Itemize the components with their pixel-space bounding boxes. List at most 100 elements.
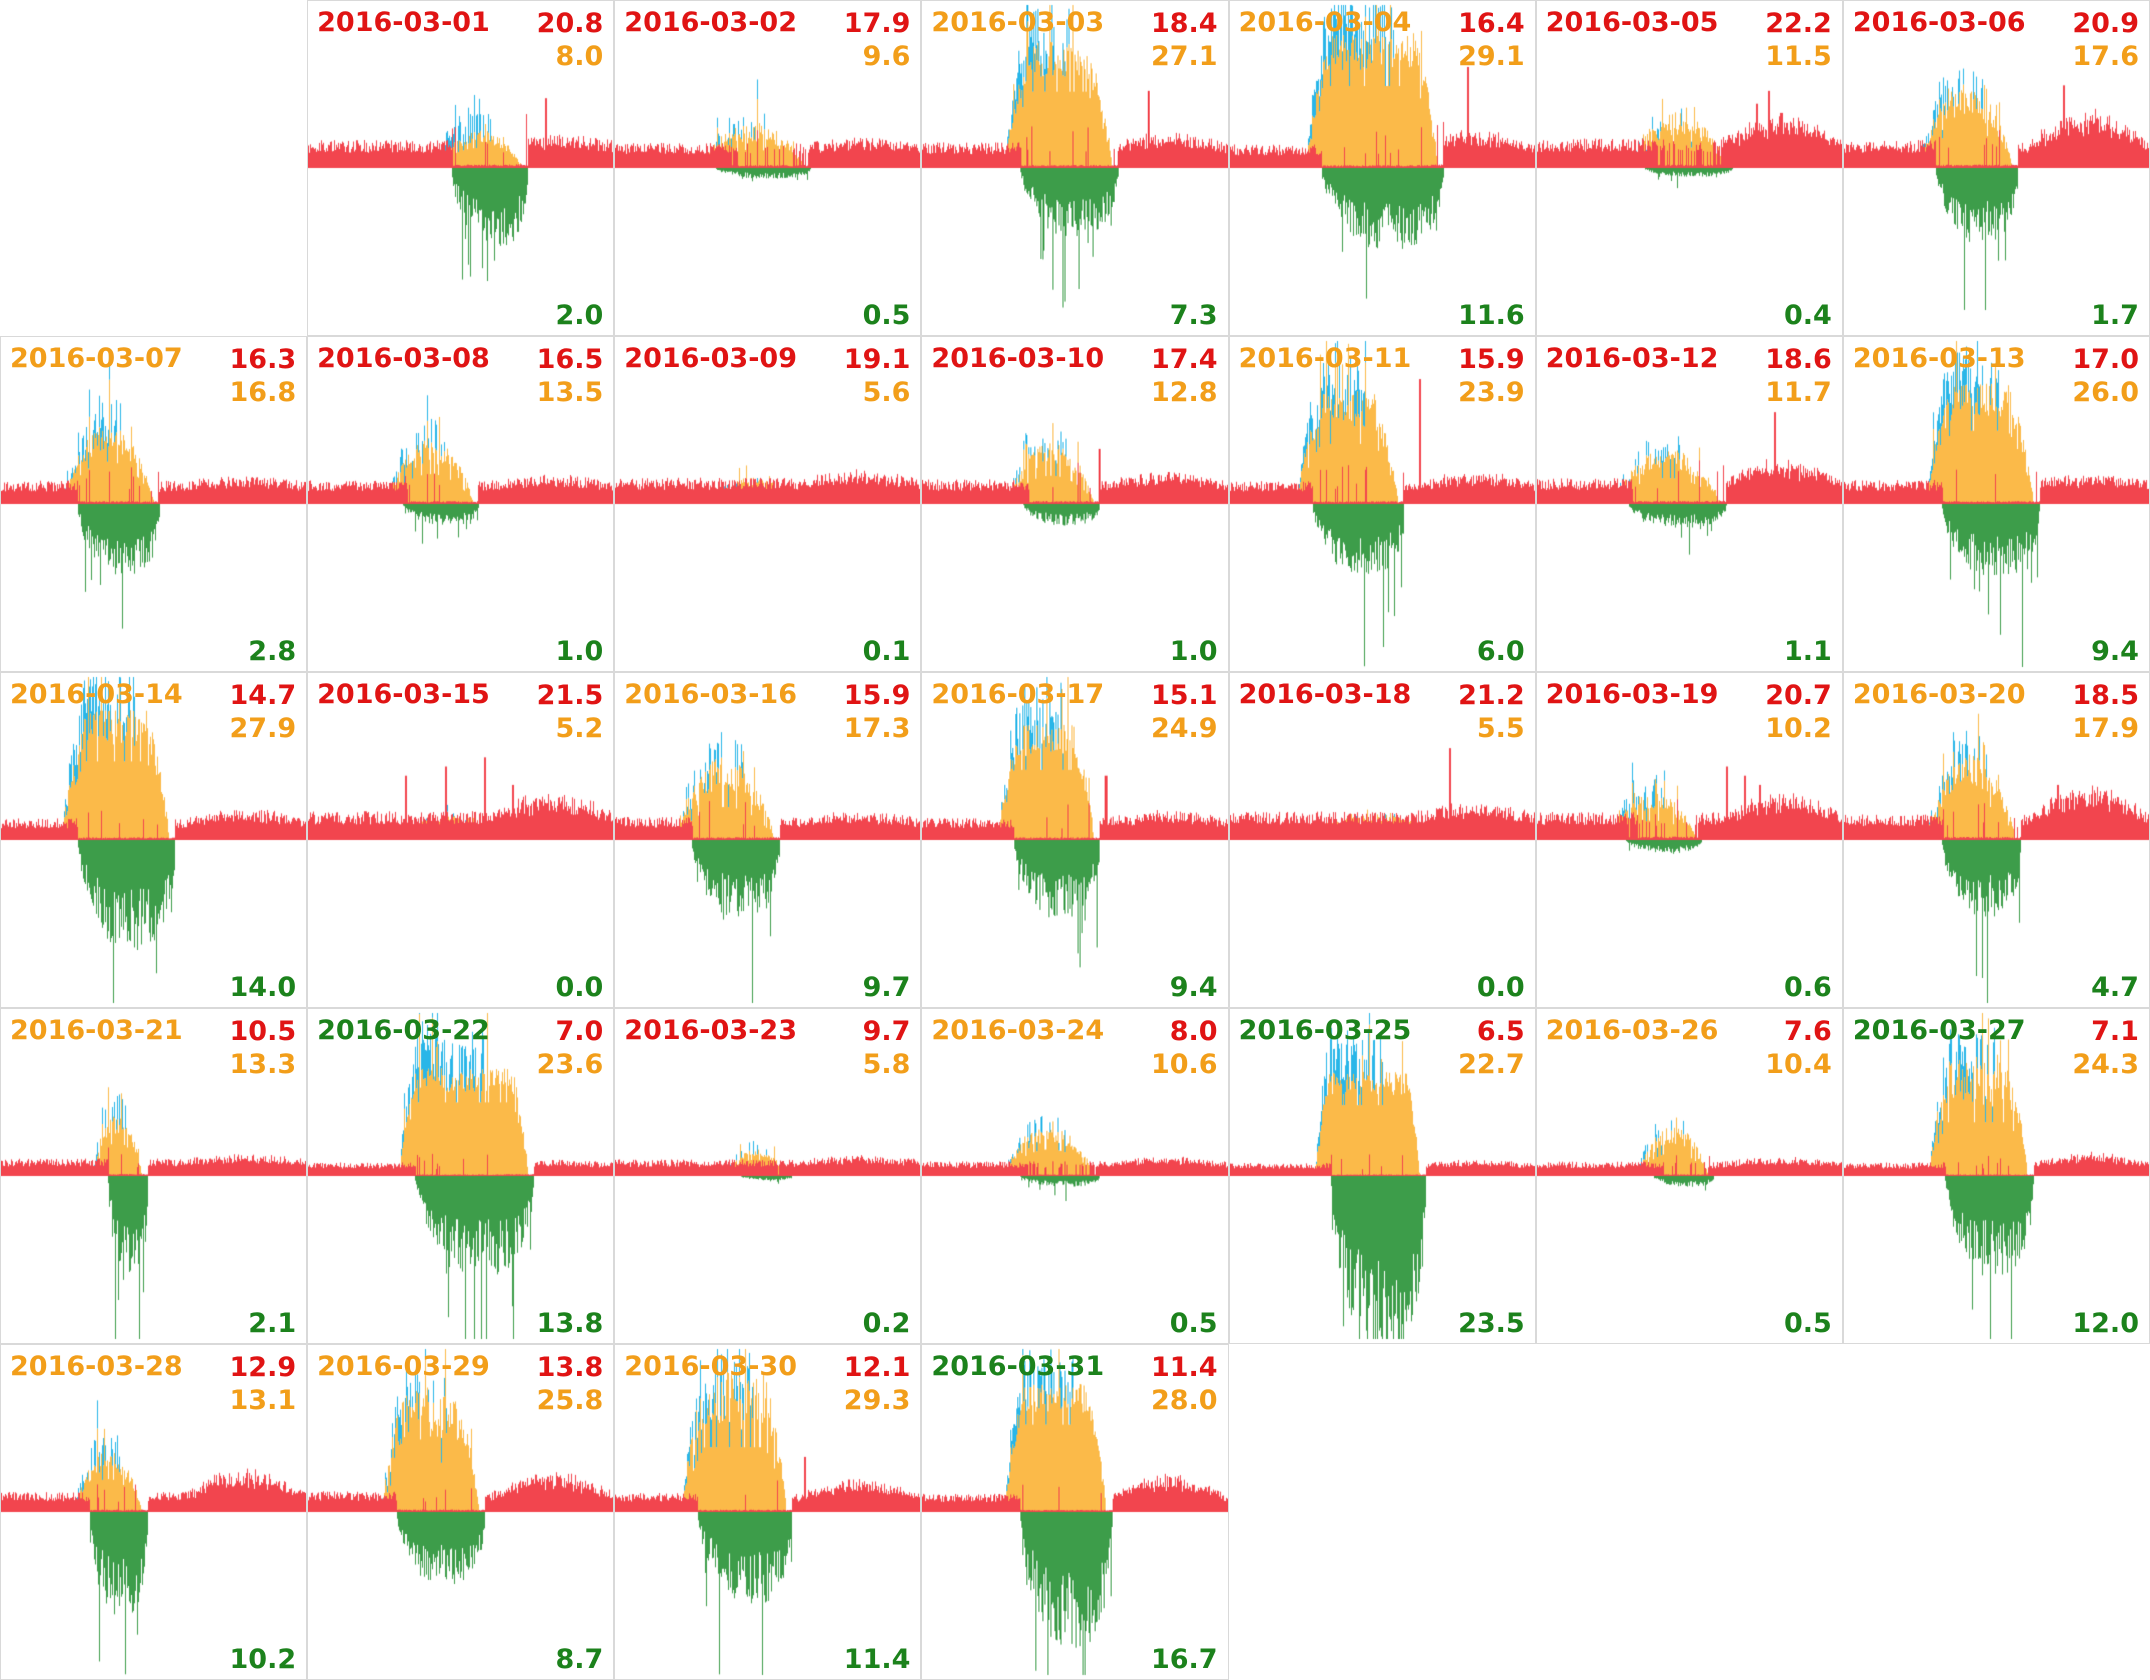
day-chart-canvas xyxy=(615,673,921,1007)
day-chart-canvas xyxy=(922,337,1228,671)
top-right-values: 9.7 5.8 xyxy=(863,1015,911,1081)
day-cell[interactable]: 2016-03-27 7.1 24.3 12.0 xyxy=(1842,1008,2150,1344)
value-bottom-green: 2.1 xyxy=(248,1308,297,1339)
day-cell[interactable]: 2016-03-10 17.4 12.8 1.0 xyxy=(921,336,1229,672)
value-mid-orange: 10.4 xyxy=(1765,1049,1832,1080)
value-bottom-green: 0.1 xyxy=(862,636,911,667)
value-mid-orange: 17.3 xyxy=(843,713,911,744)
empty-cell xyxy=(1535,1344,1843,1680)
value-mid-orange: 28.0 xyxy=(1150,1385,1218,1416)
value-mid-orange: 26.0 xyxy=(2072,377,2139,408)
day-cell[interactable]: 2016-03-02 17.9 9.6 0.5 xyxy=(614,0,922,336)
day-chart-canvas xyxy=(922,673,1228,1007)
value-bottom-green: 10.2 xyxy=(229,1644,297,1675)
day-cell[interactable]: 2016-03-23 9.7 5.8 0.2 xyxy=(614,1008,922,1344)
day-cell[interactable]: 2016-03-22 7.0 23.6 13.8 xyxy=(307,1008,615,1344)
date-label: 2016-03-09 xyxy=(624,343,797,374)
value-top-red: 18.4 xyxy=(1150,8,1218,39)
value-mid-orange: 17.9 xyxy=(2072,713,2139,744)
value-top-red: 7.6 xyxy=(1784,1016,1832,1047)
top-right-values: 12.1 29.3 xyxy=(844,1351,911,1417)
day-cell[interactable]: 2016-03-30 12.1 29.3 11.4 xyxy=(614,1344,922,1680)
day-cell[interactable]: 2016-03-21 10.5 13.3 2.1 xyxy=(0,1008,308,1344)
value-top-red: 12.1 xyxy=(843,1352,911,1383)
date-label: 2016-03-22 xyxy=(317,1015,490,1046)
day-cell[interactable]: 2016-03-17 15.1 24.9 9.4 xyxy=(921,672,1229,1008)
top-right-values: 15.9 23.9 xyxy=(1458,343,1525,409)
day-cell[interactable]: 2016-03-25 6.5 22.7 23.5 xyxy=(1228,1008,1536,1344)
empty-cell xyxy=(1842,1344,2150,1680)
value-mid-orange: 5.5 xyxy=(1476,713,1525,744)
date-label: 2016-03-12 xyxy=(1545,343,1719,374)
day-cell[interactable]: 2016-03-06 20.9 17.6 1.7 xyxy=(1842,0,2150,336)
day-cell[interactable]: 2016-03-03 18.4 27.1 7.3 xyxy=(921,0,1229,336)
value-mid-orange: 24.3 xyxy=(2072,1049,2139,1080)
date-label: 2016-03-16 xyxy=(624,679,797,710)
day-cell[interactable]: 2016-03-19 20.7 10.2 0.6 xyxy=(1535,672,1843,1008)
value-bottom-green: 13.8 xyxy=(536,1308,604,1339)
value-top-red: 11.4 xyxy=(1150,1352,1218,1383)
day-cell[interactable]: 2016-03-31 11.4 28.0 16.7 xyxy=(921,1344,1229,1680)
day-cell[interactable]: 2016-03-01 20.8 8.0 2.0 xyxy=(307,0,615,336)
value-mid-orange: 23.6 xyxy=(536,1049,604,1080)
value-top-red: 9.7 xyxy=(862,1016,911,1047)
value-top-red: 7.0 xyxy=(555,1016,604,1047)
empty-cell xyxy=(0,0,308,336)
day-cell[interactable]: 2016-03-24 8.0 10.6 0.5 xyxy=(921,1008,1229,1344)
value-bottom-green: 12.0 xyxy=(2072,1308,2139,1339)
value-mid-orange: 27.9 xyxy=(229,713,297,744)
day-cell[interactable]: 2016-03-04 16.4 29.1 11.6 xyxy=(1228,0,1536,336)
day-chart-canvas xyxy=(615,1,921,335)
value-top-red: 8.0 xyxy=(1169,1016,1218,1047)
value-mid-orange: 9.6 xyxy=(862,41,911,72)
top-right-values: 20.7 10.2 xyxy=(1765,679,1832,745)
top-right-values: 22.2 11.5 xyxy=(1765,7,1832,73)
value-mid-orange: 10.6 xyxy=(1150,1049,1218,1080)
value-top-red: 7.1 xyxy=(2091,1016,2139,1047)
day-cell[interactable]: 2016-03-15 21.5 5.2 0.0 xyxy=(307,672,615,1008)
day-cell[interactable]: 2016-03-12 18.6 11.7 1.1 xyxy=(1535,336,1843,672)
value-bottom-green: 0.5 xyxy=(1784,1308,1832,1339)
day-cell[interactable]: 2016-03-13 17.0 26.0 9.4 xyxy=(1842,336,2150,672)
day-chart-canvas xyxy=(1843,337,2149,671)
value-top-red: 19.1 xyxy=(843,344,911,375)
date-label: 2016-03-03 xyxy=(931,7,1105,38)
date-label: 2016-03-05 xyxy=(1545,7,1719,38)
date-label: 2016-03-15 xyxy=(317,679,490,710)
day-cell[interactable]: 2016-03-11 15.9 23.9 6.0 xyxy=(1228,336,1536,672)
date-label: 2016-03-17 xyxy=(931,679,1105,710)
day-chart-canvas xyxy=(1536,673,1842,1007)
day-cell[interactable]: 2016-03-29 13.8 25.8 8.7 xyxy=(307,1344,615,1680)
day-cell[interactable]: 2016-03-07 16.3 16.8 2.8 xyxy=(0,336,308,672)
value-top-red: 17.9 xyxy=(843,8,911,39)
day-cell[interactable]: 2016-03-20 18.5 17.9 4.7 xyxy=(1842,672,2150,1008)
day-cell[interactable]: 2016-03-28 12.9 13.1 10.2 xyxy=(0,1344,308,1680)
value-bottom-green: 0.0 xyxy=(555,972,604,1003)
day-chart-canvas xyxy=(1229,1,1535,335)
day-chart-canvas xyxy=(1536,1,1842,335)
day-cell[interactable]: 2016-03-05 22.2 11.5 0.4 xyxy=(1535,0,1843,336)
date-label: 2016-03-06 xyxy=(1852,7,2026,38)
top-right-values: 17.9 9.6 xyxy=(844,7,911,73)
top-right-values: 11.4 28.0 xyxy=(1151,1351,1218,1417)
value-top-red: 16.3 xyxy=(229,344,297,375)
value-mid-orange: 5.6 xyxy=(862,377,911,408)
value-bottom-green: 11.4 xyxy=(843,1644,911,1675)
day-chart-canvas xyxy=(615,1009,921,1343)
value-top-red: 22.2 xyxy=(1765,8,1832,39)
value-top-red: 6.5 xyxy=(1476,1016,1525,1047)
day-cell[interactable]: 2016-03-26 7.6 10.4 0.5 xyxy=(1535,1008,1843,1344)
date-label: 2016-03-21 xyxy=(10,1015,183,1046)
top-right-values: 18.5 17.9 xyxy=(2072,679,2139,745)
day-cell[interactable]: 2016-03-09 19.1 5.6 0.1 xyxy=(614,336,922,672)
day-cell[interactable]: 2016-03-18 21.2 5.5 0.0 xyxy=(1228,672,1536,1008)
date-label: 2016-03-30 xyxy=(624,1351,797,1382)
day-cell[interactable]: 2016-03-08 16.5 13.5 1.0 xyxy=(307,336,615,672)
date-label: 2016-03-28 xyxy=(10,1351,183,1382)
top-right-values: 6.5 22.7 xyxy=(1458,1015,1525,1081)
value-mid-orange: 22.7 xyxy=(1458,1049,1525,1080)
day-cell[interactable]: 2016-03-14 14.7 27.9 14.0 xyxy=(0,672,308,1008)
date-label: 2016-03-27 xyxy=(1852,1015,2026,1046)
day-cell[interactable]: 2016-03-16 15.9 17.3 9.7 xyxy=(614,672,922,1008)
